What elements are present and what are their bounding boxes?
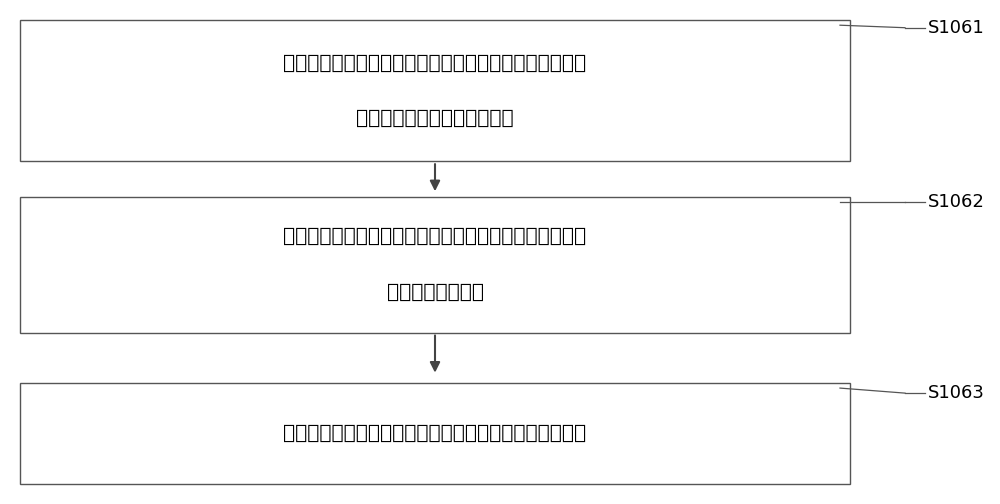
FancyBboxPatch shape <box>20 20 850 161</box>
Text: 隙连通域进行分级: 隙连通域进行分级 <box>386 283 484 302</box>
FancyBboxPatch shape <box>20 383 850 484</box>
Text: 各连通域中孔隙像素点的分布: 各连通域中孔隙像素点的分布 <box>356 109 514 128</box>
FancyBboxPatch shape <box>20 197 850 333</box>
Text: S1062: S1062 <box>928 193 985 211</box>
Text: S1063: S1063 <box>928 384 985 402</box>
Text: 对分级后的孔隙连通域进行统计，确定各级连通域的比例: 对分级后的孔隙连通域进行统计，确定各级连通域的比例 <box>283 424 587 443</box>
Text: S1061: S1061 <box>928 19 985 37</box>
Text: 根据所述孔隙像素点的位置标识和确定的孔隙连通域确定: 根据所述孔隙像素点的位置标识和确定的孔隙连通域确定 <box>283 53 587 73</box>
Text: 根据各连通域中孔隙像素点的分布和预设的分布条件对孔: 根据各连通域中孔隙像素点的分布和预设的分布条件对孔 <box>283 227 587 246</box>
